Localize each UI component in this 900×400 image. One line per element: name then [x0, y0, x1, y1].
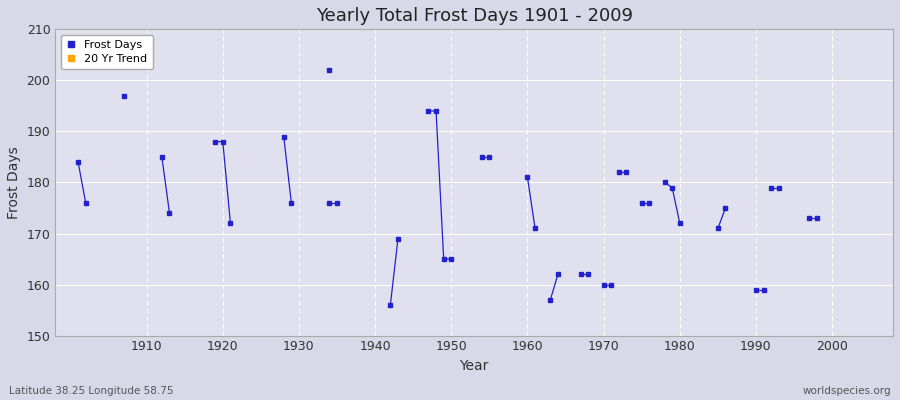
Legend: Frost Days, 20 Yr Trend: Frost Days, 20 Yr Trend: [61, 35, 153, 70]
X-axis label: Year: Year: [460, 359, 489, 373]
Text: Latitude 38.25 Longitude 58.75: Latitude 38.25 Longitude 58.75: [9, 386, 174, 396]
Line: Frost Days: Frost Days: [78, 162, 86, 203]
Frost Days: [73, 160, 84, 164]
Text: worldspecies.org: worldspecies.org: [803, 386, 891, 396]
Frost Days: [80, 200, 91, 205]
Title: Yearly Total Frost Days 1901 - 2009: Yearly Total Frost Days 1901 - 2009: [316, 7, 633, 25]
Y-axis label: Frost Days: Frost Days: [7, 146, 21, 219]
